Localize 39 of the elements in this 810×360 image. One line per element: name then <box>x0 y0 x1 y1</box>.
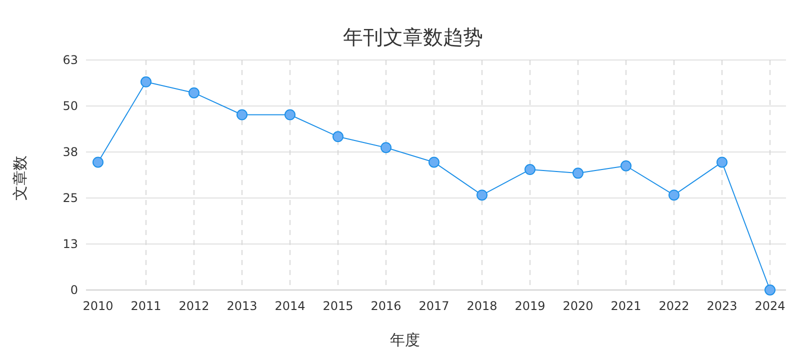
y-tick-label: 63 <box>62 53 78 67</box>
y-tick-label: 13 <box>62 237 78 251</box>
x-tick-label: 2016 <box>370 299 402 313</box>
y-tick-label: 25 <box>62 191 78 205</box>
x-tick-label: 2011 <box>130 299 162 313</box>
x-tick-label: 2010 <box>82 299 114 313</box>
y-tick-label: 50 <box>62 99 78 113</box>
y-axis-title: 文章数 <box>11 156 29 200</box>
point <box>332 131 344 142</box>
point <box>188 87 200 98</box>
point <box>524 164 536 176</box>
x-tick-label: 2019 <box>514 299 546 313</box>
point <box>236 109 248 120</box>
x-tick-label: 2013 <box>226 299 258 313</box>
point <box>92 156 104 168</box>
point <box>620 160 632 172</box>
y-tick-label: 38 <box>62 145 78 159</box>
point <box>716 156 728 168</box>
point <box>572 168 584 179</box>
point <box>140 76 152 88</box>
x-axis-title: 年度 <box>390 331 420 349</box>
chart-title: 年刊文章数趋势 <box>343 25 483 49</box>
point <box>380 142 392 154</box>
x-tick-label: 2017 <box>418 299 450 313</box>
x-tick-label: 2015 <box>322 299 354 313</box>
point <box>764 284 776 296</box>
x-tick-label: 2012 <box>178 299 210 313</box>
point <box>476 190 488 201</box>
y-tick-label: 0 <box>70 283 78 297</box>
x-tick-label: 2020 <box>562 299 594 313</box>
x-tick-label: 2022 <box>658 299 690 313</box>
point <box>284 109 296 120</box>
x-tick-label: 2023 <box>706 299 738 313</box>
x-tick-label: 2018 <box>466 299 498 313</box>
x-tick-label: 2021 <box>610 299 642 313</box>
point <box>668 190 680 201</box>
x-tick-label: 2024 <box>754 299 786 313</box>
point <box>428 156 440 168</box>
x-tick-label: 2014 <box>274 299 306 313</box>
